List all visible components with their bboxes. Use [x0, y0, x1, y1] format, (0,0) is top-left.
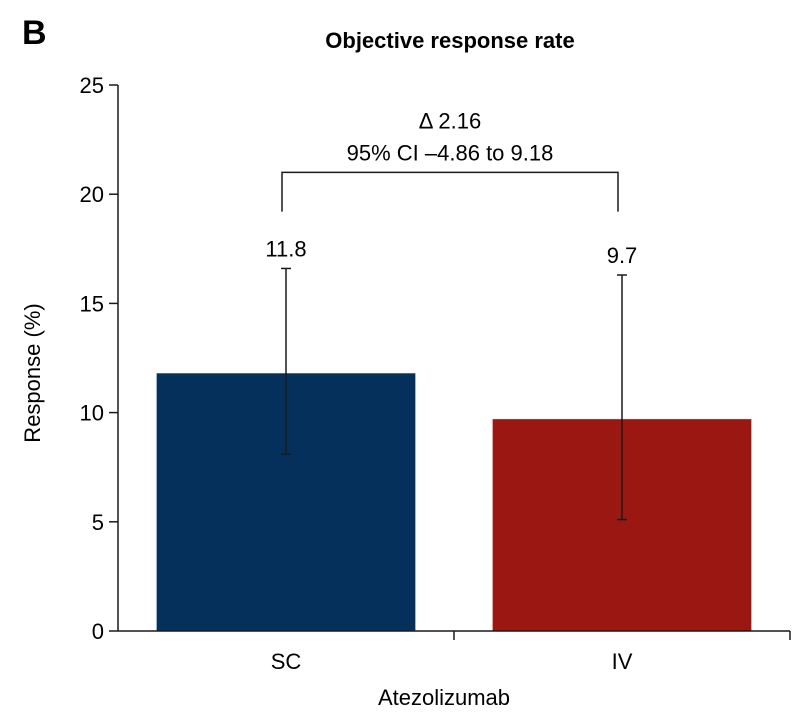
chart-title: Objective response rate [325, 28, 574, 53]
y-tick-label: 10 [80, 401, 104, 426]
y-tick-label: 20 [80, 182, 104, 207]
ci-annotation: 95% CI –4.86 to 9.18 [347, 140, 554, 165]
comparison-bracket [281, 171, 619, 212]
data-label-iv: 9.7 [607, 243, 638, 268]
y-tick-label: 5 [92, 510, 104, 535]
y-axis-label: Response (%) [20, 303, 45, 442]
y-ticks: 0 5 10 15 20 25 [80, 73, 118, 644]
data-labels: 11.8 9.7 [265, 236, 637, 268]
y-tick-label: 0 [92, 619, 104, 644]
data-label-sc: 11.8 [265, 236, 306, 261]
x-ticks: SC IV [271, 631, 791, 674]
panel-letter: B [22, 14, 47, 52]
x-tick-label: SC [271, 649, 302, 674]
bars-layer [156, 373, 752, 631]
y-tick-label: 25 [80, 73, 104, 98]
delta-annotation: Δ 2.16 [419, 108, 481, 133]
error-bars-layer [281, 267, 627, 521]
y-tick-label: 15 [80, 291, 104, 316]
x-axis-label: Atezolizumab [378, 685, 510, 710]
x-tick-label: IV [612, 649, 633, 674]
